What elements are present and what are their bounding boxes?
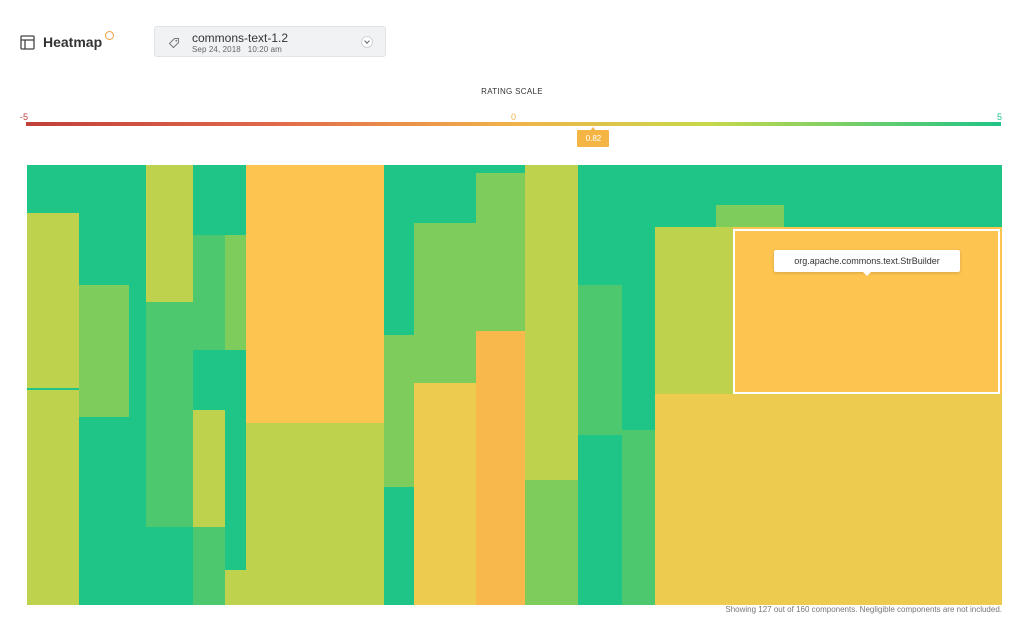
heatmap-cell[interactable] bbox=[146, 165, 193, 302]
heatmap-cell[interactable] bbox=[27, 388, 79, 390]
heatmap-cell[interactable] bbox=[578, 435, 622, 605]
heatmap-cell[interactable] bbox=[146, 302, 193, 527]
heatmap-cell[interactable] bbox=[79, 417, 129, 477]
scale-max-label: 5 bbox=[997, 112, 1003, 122]
project-datetime: Sep 24, 2018 10:20 am bbox=[192, 45, 282, 54]
heatmap-cell[interactable] bbox=[622, 430, 655, 605]
heatmap-cell[interactable] bbox=[225, 235, 246, 350]
heatmap-cell[interactable] bbox=[525, 480, 578, 605]
heatmap-cell[interactable] bbox=[79, 165, 129, 285]
heatmap-cell[interactable] bbox=[27, 390, 79, 605]
heatmap-cell[interactable] bbox=[414, 223, 476, 383]
heatmap-cell[interactable] bbox=[384, 487, 414, 605]
heatmap-cell[interactable] bbox=[622, 165, 655, 430]
scale-min-label: -5 bbox=[20, 112, 29, 122]
heatmap-cell[interactable] bbox=[225, 570, 246, 605]
heatmap-cell[interactable] bbox=[246, 165, 384, 423]
heatmap-cell[interactable] bbox=[246, 570, 384, 605]
heatmap-cell[interactable] bbox=[27, 165, 79, 213]
heatmap-cell[interactable] bbox=[893, 394, 1002, 605]
heatmap-cell[interactable] bbox=[225, 165, 246, 235]
heatmap-cell[interactable] bbox=[384, 300, 414, 335]
heatmap-cell[interactable] bbox=[476, 173, 525, 331]
info-icon[interactable] bbox=[105, 31, 114, 40]
heatmap-cell[interactable] bbox=[476, 331, 525, 605]
heatmap-cell[interactable] bbox=[129, 165, 146, 605]
rating-scale-title: RATING SCALE bbox=[481, 87, 543, 96]
chevron-down-icon[interactable] bbox=[361, 36, 373, 48]
heatmap[interactable] bbox=[27, 165, 1002, 605]
heatmap-cell[interactable] bbox=[655, 227, 733, 394]
heatmap-cell[interactable] bbox=[246, 485, 384, 570]
heatmap-cell[interactable] bbox=[655, 165, 1002, 205]
heatmap-cell[interactable] bbox=[246, 423, 384, 485]
heatmap-cell[interactable] bbox=[27, 213, 79, 388]
heatmap-cell[interactable] bbox=[193, 350, 225, 410]
heatmap-cell[interactable] bbox=[193, 527, 225, 605]
heatmap-cell[interactable] bbox=[655, 394, 893, 605]
heatmap-cell[interactable] bbox=[193, 410, 225, 527]
heatmap-cell[interactable] bbox=[384, 335, 414, 487]
heatmap-cell[interactable] bbox=[414, 165, 476, 223]
rating-marker-pointer bbox=[590, 127, 597, 131]
tag-icon bbox=[168, 36, 180, 54]
heatmap-cell[interactable] bbox=[578, 165, 622, 205]
scale-mid-label: 0 bbox=[511, 112, 517, 122]
heatmap-cell[interactable] bbox=[578, 285, 622, 435]
component-tooltip: org.apache.commons.text.StrBuilder bbox=[774, 250, 960, 276]
heatmap-cell[interactable] bbox=[716, 205, 784, 227]
heatmap-cell[interactable] bbox=[525, 165, 578, 480]
heatmap-cell[interactable] bbox=[146, 527, 193, 605]
project-date: Sep 24, 2018 bbox=[192, 45, 241, 54]
heatmap-cell[interactable] bbox=[79, 477, 129, 605]
layout-icon bbox=[20, 34, 35, 50]
rating-marker: 0.82 bbox=[577, 130, 610, 147]
heatmap-cell[interactable] bbox=[384, 165, 414, 300]
heatmap-cell[interactable] bbox=[225, 350, 246, 570]
heatmap-cell[interactable] bbox=[655, 205, 1002, 227]
rating-scale-bar bbox=[26, 122, 1001, 126]
header: Heatmap commons-text-1.2 Sep 24, 2018 10… bbox=[0, 0, 1024, 80]
heatmap-cell[interactable] bbox=[79, 285, 129, 417]
project-selector[interactable]: commons-text-1.2 Sep 24, 2018 10:20 am bbox=[154, 26, 386, 57]
heatmap-cell[interactable] bbox=[414, 383, 476, 605]
heatmap-cell[interactable] bbox=[193, 165, 225, 235]
heatmap-cell[interactable] bbox=[476, 165, 525, 173]
selected-component-outline bbox=[733, 229, 1000, 394]
project-name: commons-text-1.2 bbox=[192, 31, 289, 45]
title-wrap: Heatmap bbox=[20, 34, 102, 50]
heatmap-cell[interactable] bbox=[578, 205, 622, 285]
page-title: Heatmap bbox=[43, 34, 103, 50]
project-time: 10:20 am bbox=[247, 45, 282, 54]
footer-note: Showing 127 out of 160 components. Negli… bbox=[725, 605, 1002, 614]
